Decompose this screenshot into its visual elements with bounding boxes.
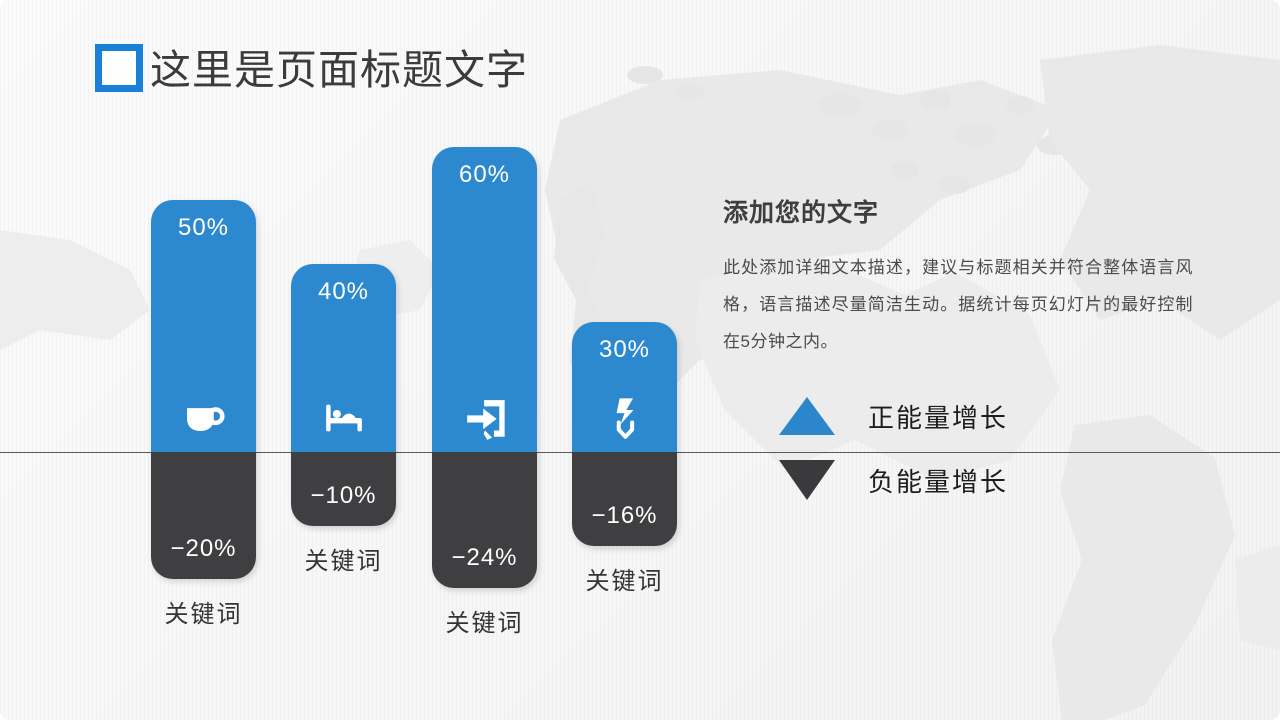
bar-2-negative-value: −10% [310,482,377,509]
enter-door-icon [466,400,505,440]
title-accent-square [95,43,143,92]
bar-group-1: 50% −20% 关键词 [151,200,256,629]
bar-3-positive: 60% [432,147,537,452]
bar-4: 30% −16% [572,322,677,546]
bar-3-negative: −24% [432,452,537,588]
bar-4-negative: −16% [572,452,677,546]
legend-positive-label: 正能量增长 [868,402,1009,433]
chart-legend: 正能量增长 负能量增长 [779,396,1008,500]
lightning-down-arrow-icon [616,398,634,439]
page-title: 这里是页面标题文字 [150,47,528,93]
bar-3-category-label: 关键词 [445,610,524,637]
bar-2-category-label: 关键词 [304,548,383,575]
triangle-up-icon [779,397,835,435]
bar-3-negative-value: −24% [451,544,518,571]
bar-2-positive-value: 40% [317,278,370,305]
legend-row-positive: 正能量增长 [779,396,1008,436]
bar-4-positive: 30% [572,322,677,452]
bar-4-negative-value: −16% [591,502,658,529]
panel-heading: 添加您的文字 [723,199,880,227]
bar-3-positive-value: 60% [458,161,511,188]
bar-group-4: 30% −16% 关键词 [572,322,677,596]
coffee-cup-icon [186,407,225,431]
bar-1-negative: −20% [151,452,256,579]
bar-1-negative-value: −20% [170,535,237,562]
bar-group-3: 60% −24% 关键词 [432,147,537,638]
bed-icon [325,404,362,432]
bar-3: 60% −24% [432,147,537,588]
bar-1-positive: 50% [151,200,256,452]
bar-2-negative: −10% [291,452,396,526]
bar-4-category-label: 关键词 [585,568,664,595]
bar-group-2: 40% −10% 关键词 [291,264,396,576]
title-row: 这里是页面标题文字 [95,36,528,96]
legend-negative-label: 负能量增长 [868,466,1009,497]
bar-1-positive-value: 50% [177,214,230,241]
text-panel: 添加您的文字 此处添加详细文本描述，建议与标题相关并符合整体语言风格，语言描述尽… [723,193,1193,360]
bar-1-category-label: 关键词 [164,601,243,628]
bar-4-positive-value: 30% [598,336,651,363]
bar-2: 40% −10% [291,264,396,526]
bar-2-positive: 40% [291,264,396,452]
legend-row-negative: 负能量增长 [779,460,1008,500]
panel-body-text: 此处添加详细文本描述，建议与标题相关并符合整体语言风格，语言描述尽量简洁生动。据… [723,258,1193,351]
triangle-down-icon [779,460,835,500]
bar-1: 50% −20% [151,200,256,579]
